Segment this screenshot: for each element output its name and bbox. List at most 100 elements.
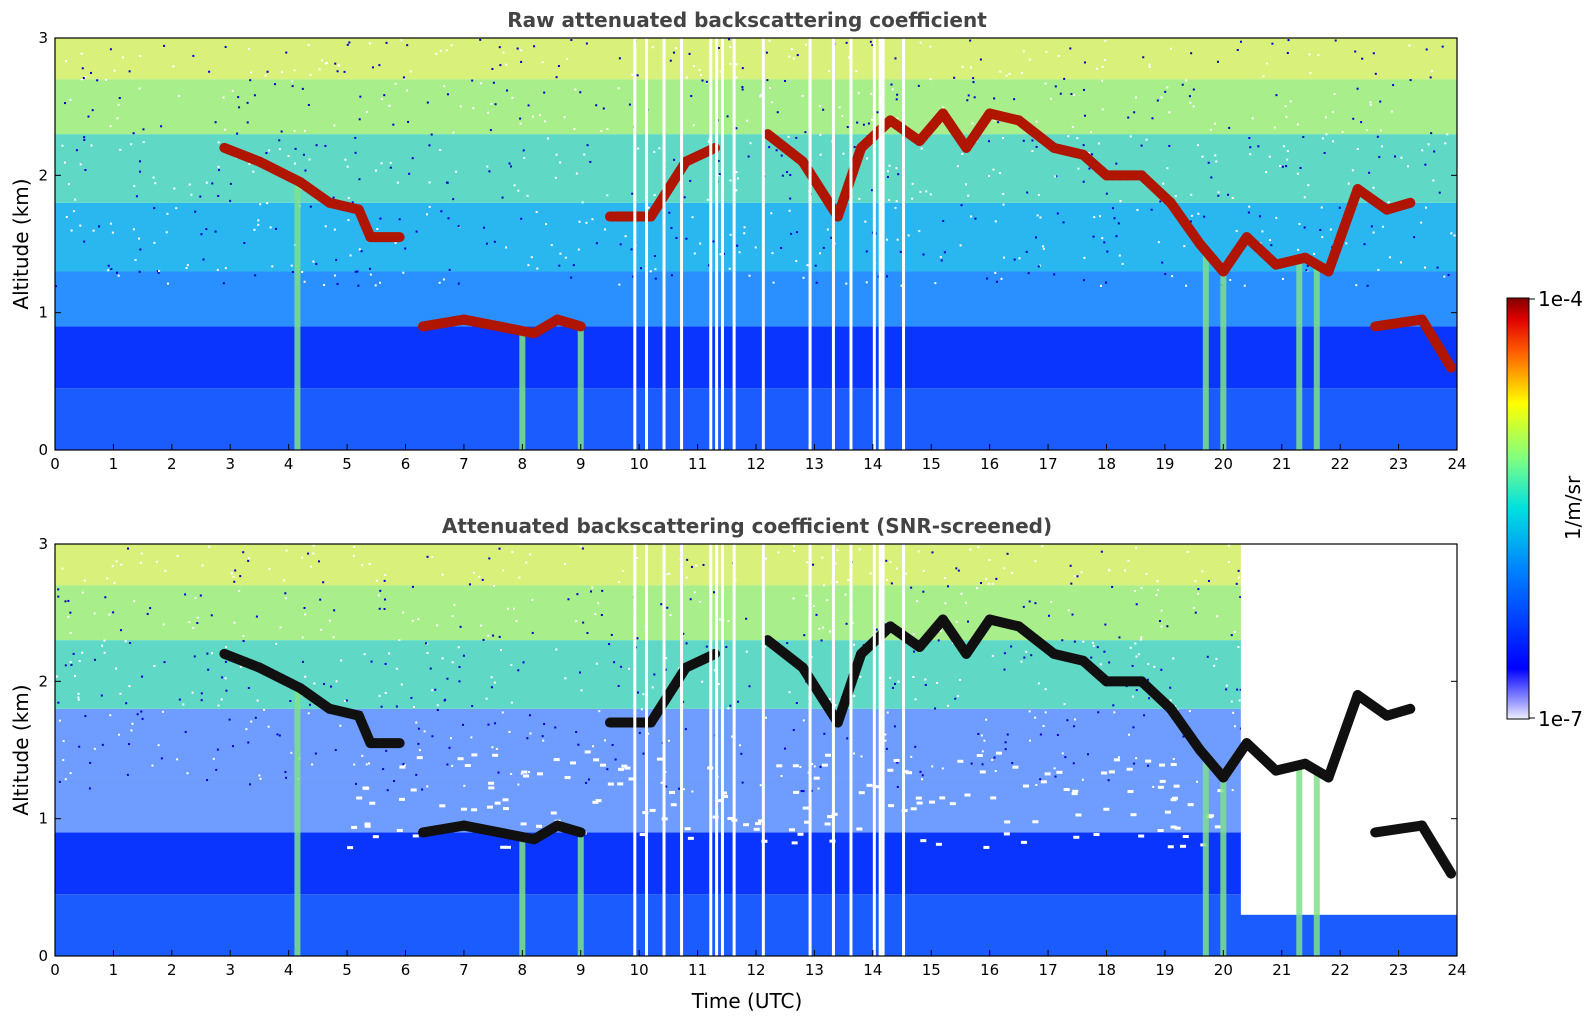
noise-speckle	[472, 571, 475, 574]
noise-speckle	[1390, 110, 1393, 113]
screened-gap	[802, 806, 809, 810]
noise-speckle	[370, 660, 373, 663]
screened-gap	[1130, 813, 1137, 817]
screened-gap	[1138, 834, 1145, 838]
noise-speckle	[528, 770, 531, 773]
cloud-layer	[1270, 252, 1311, 270]
noise-speckle	[354, 270, 357, 273]
noise-speckle	[191, 691, 194, 694]
noise-speckle	[267, 725, 270, 728]
noise-speckle	[713, 669, 716, 672]
noise-speckle	[1037, 193, 1040, 196]
screened-gap	[351, 825, 358, 829]
noise-speckle	[896, 93, 899, 96]
noise-speckle	[795, 702, 798, 705]
noise-speckle	[462, 654, 465, 657]
noise-speckle	[1131, 664, 1134, 667]
noise-speckle	[188, 183, 191, 186]
noise-speckle	[1076, 575, 1079, 578]
noise-speckle	[141, 675, 144, 678]
screened-gap	[1206, 815, 1213, 819]
noise-speckle	[1431, 69, 1434, 72]
noise-speckle	[869, 572, 872, 575]
noise-speckle	[81, 651, 84, 654]
noise-speckle	[1152, 785, 1155, 788]
data-dropout	[709, 38, 713, 450]
noise-speckle	[485, 242, 488, 245]
noise-speckle	[1077, 167, 1080, 170]
screened-gap	[721, 791, 728, 795]
noise-speckle	[441, 657, 444, 660]
noise-speckle	[823, 732, 826, 735]
noise-speckle	[592, 745, 595, 748]
noise-speckle	[1020, 660, 1023, 663]
noise-speckle	[1113, 711, 1116, 714]
noise-speckle	[77, 692, 80, 695]
noise-speckle	[993, 97, 996, 100]
noise-speckle	[799, 765, 802, 768]
noise-speckle	[579, 671, 582, 674]
noise-speckle	[1188, 95, 1191, 98]
noise-speckle	[313, 682, 316, 685]
noise-speckle	[670, 227, 673, 230]
colorbar-unit-label: 1/m/sr	[1561, 475, 1585, 540]
noise-speckle	[563, 562, 566, 565]
noise-speckle	[365, 763, 368, 766]
noise-speckle	[1424, 206, 1427, 209]
noise-speckle	[1148, 63, 1151, 66]
noise-speckle	[538, 114, 541, 117]
noise-speckle	[332, 196, 335, 199]
noise-speckle	[970, 215, 973, 218]
x-tick-label: 17	[1039, 455, 1058, 473]
noise-speckle	[871, 44, 874, 47]
noise-speckle	[1213, 664, 1216, 667]
noise-speckle	[312, 260, 315, 263]
data-dropout	[680, 38, 684, 450]
noise-speckle	[69, 611, 72, 614]
noise-speckle	[406, 44, 409, 47]
noise-speckle	[266, 70, 269, 73]
y-axis-label: Altitude (km)	[9, 684, 33, 815]
noise-speckle	[280, 71, 283, 74]
noise-speckle	[1095, 67, 1098, 70]
noise-speckle	[1235, 582, 1238, 585]
noise-speckle	[886, 711, 889, 714]
noise-speckle	[1305, 269, 1308, 272]
screened-gap	[460, 807, 467, 811]
noise-speckle	[637, 147, 640, 150]
noise-speckle	[885, 559, 888, 562]
noise-speckle	[1379, 129, 1382, 132]
noise-speckle	[631, 73, 634, 76]
noise-speckle	[563, 116, 566, 119]
noise-speckle	[485, 697, 488, 700]
noise-speckle	[729, 45, 732, 48]
noise-speckle	[965, 183, 968, 186]
noise-speckle	[1124, 569, 1127, 572]
noise-speckle	[1271, 42, 1274, 45]
noise-speckle	[265, 152, 268, 155]
noise-speckle	[741, 781, 744, 784]
screened-gap	[813, 776, 820, 780]
noise-speckle	[887, 199, 890, 202]
noise-speckle	[320, 59, 323, 62]
noise-speckle	[789, 173, 792, 176]
noise-speckle	[380, 705, 383, 708]
noise-speckle	[69, 631, 72, 634]
noise-speckle	[1356, 147, 1359, 150]
noise-speckle	[194, 597, 197, 600]
screened-gap	[399, 765, 406, 769]
cloud-layer	[295, 683, 335, 714]
noise-speckle	[642, 693, 645, 696]
noise-speckle	[1020, 71, 1023, 74]
screened-gap	[1022, 784, 1029, 788]
noise-speckle	[289, 700, 292, 703]
cloud-layer	[1048, 648, 1089, 666]
noise-speckle	[614, 758, 617, 761]
noise-speckle	[402, 76, 405, 79]
noise-speckle	[322, 581, 325, 584]
noise-speckle	[994, 769, 997, 772]
noise-speckle	[660, 781, 663, 784]
noise-speckle	[309, 205, 312, 208]
noise-speckle	[402, 77, 405, 80]
